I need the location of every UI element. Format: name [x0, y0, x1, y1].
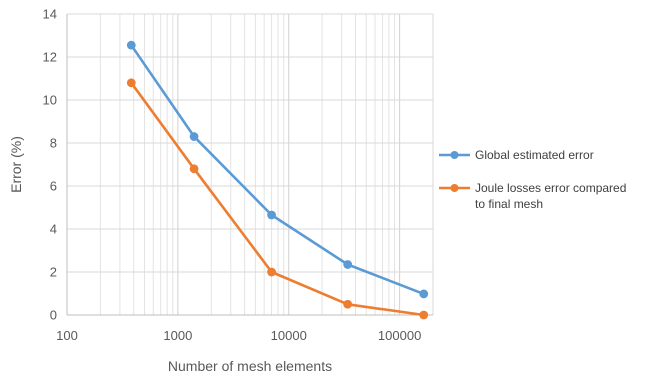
axes: 0 2 4 6 8 10 12 14 100 1000 10000 100000 Number of m…	[8, 7, 433, 374]
series-1-data-point	[126, 40, 136, 50]
legend-swatch-marker-2	[450, 184, 459, 192]
legend-label-1: Global estimated error	[475, 148, 594, 162]
y-axis-title: Error (%)	[8, 136, 24, 193]
series-1-data-point	[419, 289, 429, 299]
y-tick-label: 0	[50, 308, 57, 323]
series-1-data-point	[189, 132, 199, 141]
legend: Global estimated error Joule losses error…	[439, 148, 626, 211]
legend-swatch-marker-1	[450, 151, 459, 159]
y-tick-label: 14	[43, 7, 57, 22]
y-tick-label: 2	[50, 265, 57, 280]
x-tick-label: 10000	[271, 328, 307, 343]
series-2-data-point	[343, 299, 353, 309]
legend-label-2: Joule losses error compared	[475, 181, 626, 195]
series-2-data-point	[126, 78, 136, 88]
x-tick-label: 100	[56, 328, 78, 343]
series-line-2	[130, 81, 426, 317]
y-tick-label: 8	[50, 136, 57, 151]
legend-label-2: to final mesh	[475, 197, 543, 211]
series-2-data-point	[419, 310, 429, 320]
series-line-1	[130, 43, 426, 296]
series-1-data-point	[267, 210, 276, 220]
series-2-data-point	[189, 164, 199, 174]
x-axis-title: Number of mesh elements	[168, 358, 332, 374]
series-2-data-point	[267, 267, 276, 277]
y-tick-label: 10	[43, 93, 57, 108]
y-tick-label: 12	[43, 50, 57, 65]
series	[126, 40, 429, 320]
y-tick-label: 6	[50, 179, 57, 194]
series-1-data-point	[343, 260, 353, 269]
x-tick-label: 100000	[378, 328, 421, 343]
x-tick-label: 1000	[163, 328, 192, 343]
y-tick-label: 4	[50, 222, 57, 237]
grid	[66, 13, 434, 316]
